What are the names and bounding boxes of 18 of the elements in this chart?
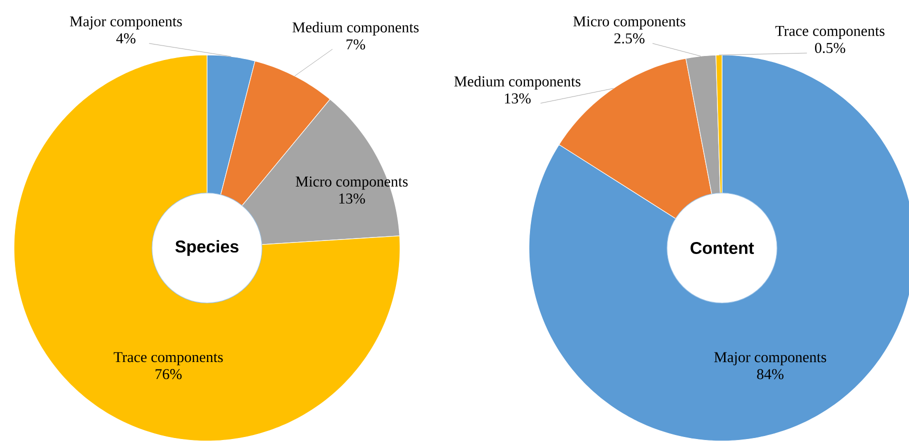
slice-label: Micro components <box>573 16 686 30</box>
data-label: 0.5% <box>815 42 846 54</box>
data-label: 2.5% <box>614 33 644 44</box>
data-label: 4% <box>116 33 136 44</box>
slice-label: Medium components <box>292 22 419 36</box>
slice-label: Trace components <box>114 352 223 366</box>
slice-label: Micro components <box>296 176 408 190</box>
data-label: 76% <box>156 369 182 380</box>
slice-label: Trace components <box>775 26 884 40</box>
data-label: 13% <box>504 93 531 104</box>
data-label: 7% <box>346 39 366 50</box>
text: Species <box>175 240 238 256</box>
slice-label: Major components <box>714 352 826 366</box>
text: Content <box>690 242 754 254</box>
slice-label: Medium components <box>454 76 580 90</box>
data-label: 13% <box>339 193 365 204</box>
slice-label: Major components <box>70 16 182 30</box>
data-label: 84% <box>757 369 784 380</box>
